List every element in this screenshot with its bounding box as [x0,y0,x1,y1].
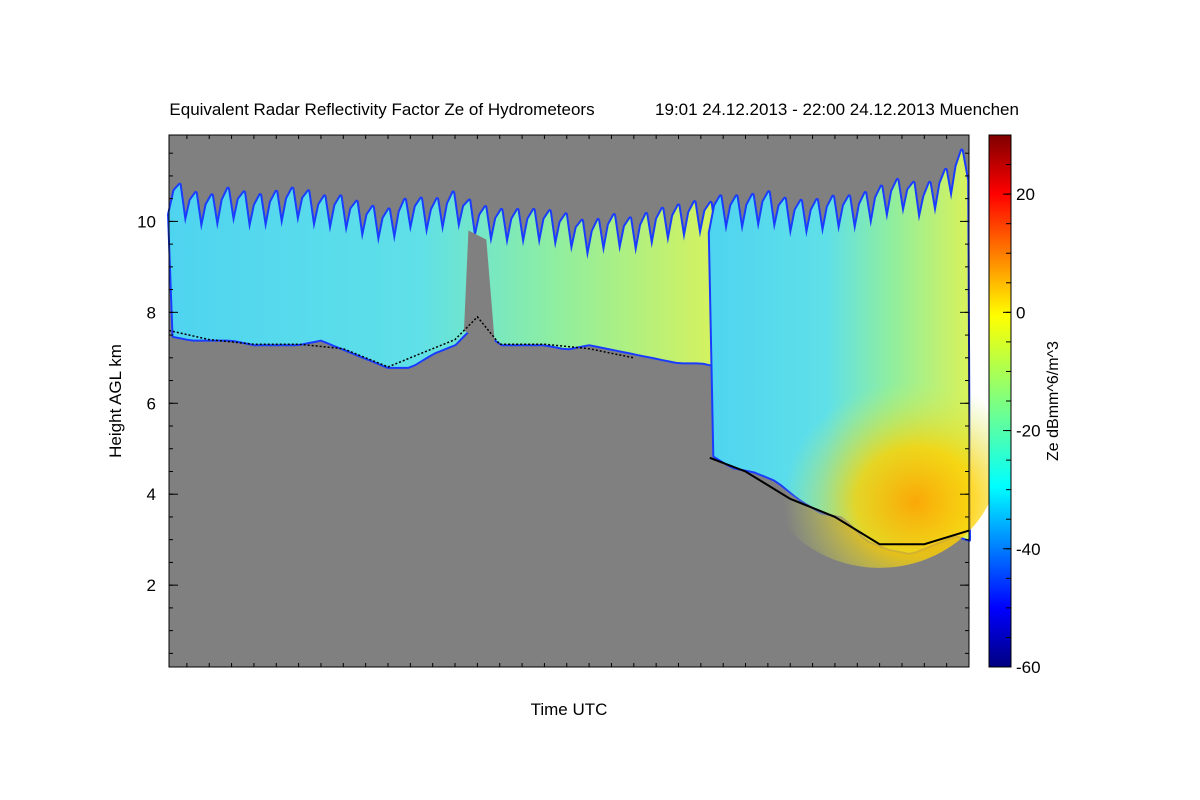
echo-core [759,347,1000,568]
cloud-base-line-upper [168,315,634,368]
x-axis-label: Time UTC [531,700,608,719]
cloud-base-line-lower [709,456,970,546]
colorbar-label: Ze dBmm^6/m^3 [1045,341,1062,461]
colorbar-axis: -60 -40 -20 0 20 [1003,164,1041,677]
chart-title: Equivalent Radar Reflectivity Factor Ze … [169,100,594,119]
colorbar-tick-label: 20 [1016,185,1035,204]
plot-frame [168,134,970,668]
colorbar-tick-label: 0 [1016,303,1025,322]
y-axis-label: Height AGL km [106,344,125,458]
y-axis: 2 4 6 8 10 [137,152,969,654]
y-tick-label: 2 [147,576,156,595]
colorbar-tick-label: -20 [1016,422,1041,441]
echo-layer [167,148,1000,568]
y-tick-label: 8 [147,303,156,322]
y-tick-label: 4 [147,485,156,504]
echo-gap [463,230,496,349]
colorbar-tick-label: -60 [1016,658,1041,677]
y-tick-label: 6 [147,394,156,413]
echo-body-1 [169,184,724,367]
y-tick-label: 10 [137,212,156,231]
cloud-base-line [168,315,970,546]
colorbar-tick-label: -40 [1016,540,1041,559]
chart-subtitle: 19:01 24.12.2013 - 22:00 24.12.2013 Muen… [655,100,1019,119]
